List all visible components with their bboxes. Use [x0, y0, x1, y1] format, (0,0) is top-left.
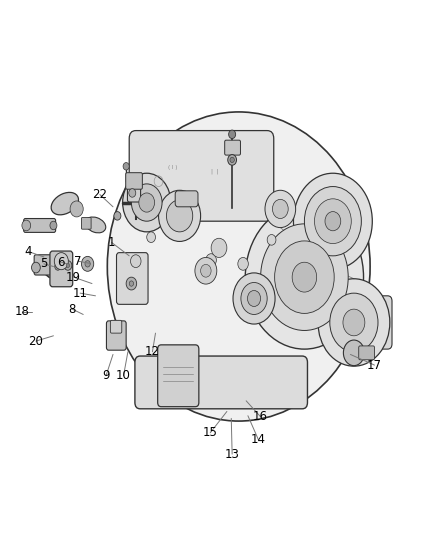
- Text: 4: 4: [25, 245, 32, 258]
- Circle shape: [304, 187, 361, 256]
- FancyBboxPatch shape: [158, 345, 199, 407]
- FancyBboxPatch shape: [81, 217, 91, 229]
- Circle shape: [267, 235, 276, 245]
- Circle shape: [343, 309, 365, 336]
- Circle shape: [66, 263, 70, 268]
- FancyBboxPatch shape: [34, 255, 54, 275]
- Circle shape: [245, 205, 364, 349]
- Circle shape: [241, 282, 267, 314]
- Circle shape: [330, 293, 378, 352]
- Circle shape: [229, 130, 236, 139]
- Circle shape: [129, 189, 136, 197]
- Ellipse shape: [51, 192, 78, 215]
- Circle shape: [247, 290, 261, 306]
- FancyBboxPatch shape: [175, 191, 198, 207]
- Text: 18: 18: [14, 305, 29, 318]
- FancyBboxPatch shape: [24, 219, 56, 232]
- Text: 19: 19: [66, 271, 81, 284]
- FancyBboxPatch shape: [225, 140, 240, 155]
- Text: |  |: | |: [211, 169, 219, 174]
- Text: 12: 12: [145, 345, 160, 358]
- Circle shape: [233, 273, 275, 324]
- Circle shape: [64, 261, 72, 270]
- FancyBboxPatch shape: [110, 320, 122, 333]
- Circle shape: [123, 163, 129, 170]
- Circle shape: [159, 190, 201, 241]
- Circle shape: [201, 264, 211, 277]
- Circle shape: [206, 254, 216, 266]
- Circle shape: [55, 263, 61, 270]
- Text: 13: 13: [225, 448, 240, 461]
- Circle shape: [22, 220, 31, 231]
- Circle shape: [228, 155, 237, 165]
- FancyBboxPatch shape: [106, 321, 126, 350]
- FancyBboxPatch shape: [359, 346, 374, 360]
- Circle shape: [131, 255, 141, 268]
- Circle shape: [166, 200, 193, 232]
- Circle shape: [343, 340, 364, 366]
- Circle shape: [195, 257, 217, 284]
- Text: 7: 7: [74, 255, 82, 268]
- FancyBboxPatch shape: [355, 296, 392, 349]
- FancyBboxPatch shape: [127, 182, 141, 202]
- Circle shape: [318, 279, 390, 366]
- Ellipse shape: [85, 217, 106, 233]
- Text: ( I ): ( I ): [168, 165, 178, 171]
- Circle shape: [81, 256, 94, 271]
- Circle shape: [32, 262, 40, 273]
- Text: 16: 16: [253, 410, 268, 423]
- Ellipse shape: [107, 112, 370, 421]
- Text: 14: 14: [251, 433, 266, 446]
- Circle shape: [230, 157, 234, 163]
- FancyBboxPatch shape: [117, 253, 148, 304]
- Circle shape: [293, 173, 372, 269]
- Text: 1: 1: [108, 236, 116, 249]
- Circle shape: [325, 212, 341, 231]
- Circle shape: [292, 262, 317, 292]
- FancyBboxPatch shape: [50, 251, 73, 287]
- Circle shape: [114, 212, 121, 220]
- Circle shape: [261, 224, 348, 330]
- Circle shape: [126, 277, 137, 290]
- Text: 15: 15: [203, 426, 218, 439]
- Circle shape: [139, 193, 155, 212]
- Text: 9: 9: [102, 369, 110, 382]
- Text: 20: 20: [28, 335, 43, 348]
- Text: 22: 22: [92, 188, 107, 201]
- Circle shape: [275, 241, 334, 313]
- Circle shape: [131, 184, 162, 221]
- Circle shape: [85, 261, 90, 267]
- Circle shape: [129, 281, 134, 286]
- FancyBboxPatch shape: [126, 173, 142, 189]
- Circle shape: [314, 199, 351, 244]
- Circle shape: [272, 199, 288, 219]
- Circle shape: [54, 253, 68, 270]
- Text: 6: 6: [57, 256, 65, 269]
- Circle shape: [265, 190, 296, 228]
- Text: 11: 11: [73, 287, 88, 300]
- Circle shape: [70, 201, 83, 217]
- Text: 17: 17: [367, 359, 382, 372]
- Circle shape: [238, 257, 248, 270]
- FancyBboxPatch shape: [135, 356, 307, 409]
- Text: 5: 5: [40, 257, 47, 270]
- Circle shape: [147, 232, 155, 243]
- FancyBboxPatch shape: [129, 131, 274, 221]
- Circle shape: [211, 238, 227, 257]
- Text: 10: 10: [116, 369, 131, 382]
- Circle shape: [123, 173, 171, 232]
- Text: 8: 8: [69, 303, 76, 316]
- Circle shape: [50, 221, 57, 230]
